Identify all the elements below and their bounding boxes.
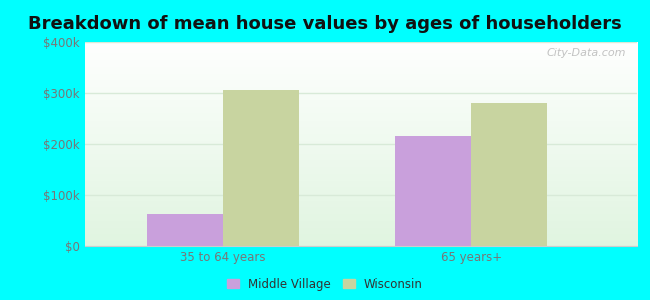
Bar (222, 90, 298, 246)
Bar (147, 214, 222, 246)
Text: Breakdown of mean house values by ages of householders: Breakdown of mean house values by ages o… (28, 15, 622, 33)
Legend: Middle Village, Wisconsin: Middle Village, Wisconsin (224, 274, 426, 294)
Bar (471, 103, 547, 246)
Text: City-Data.com: City-Data.com (547, 48, 626, 58)
Bar (395, 136, 471, 246)
